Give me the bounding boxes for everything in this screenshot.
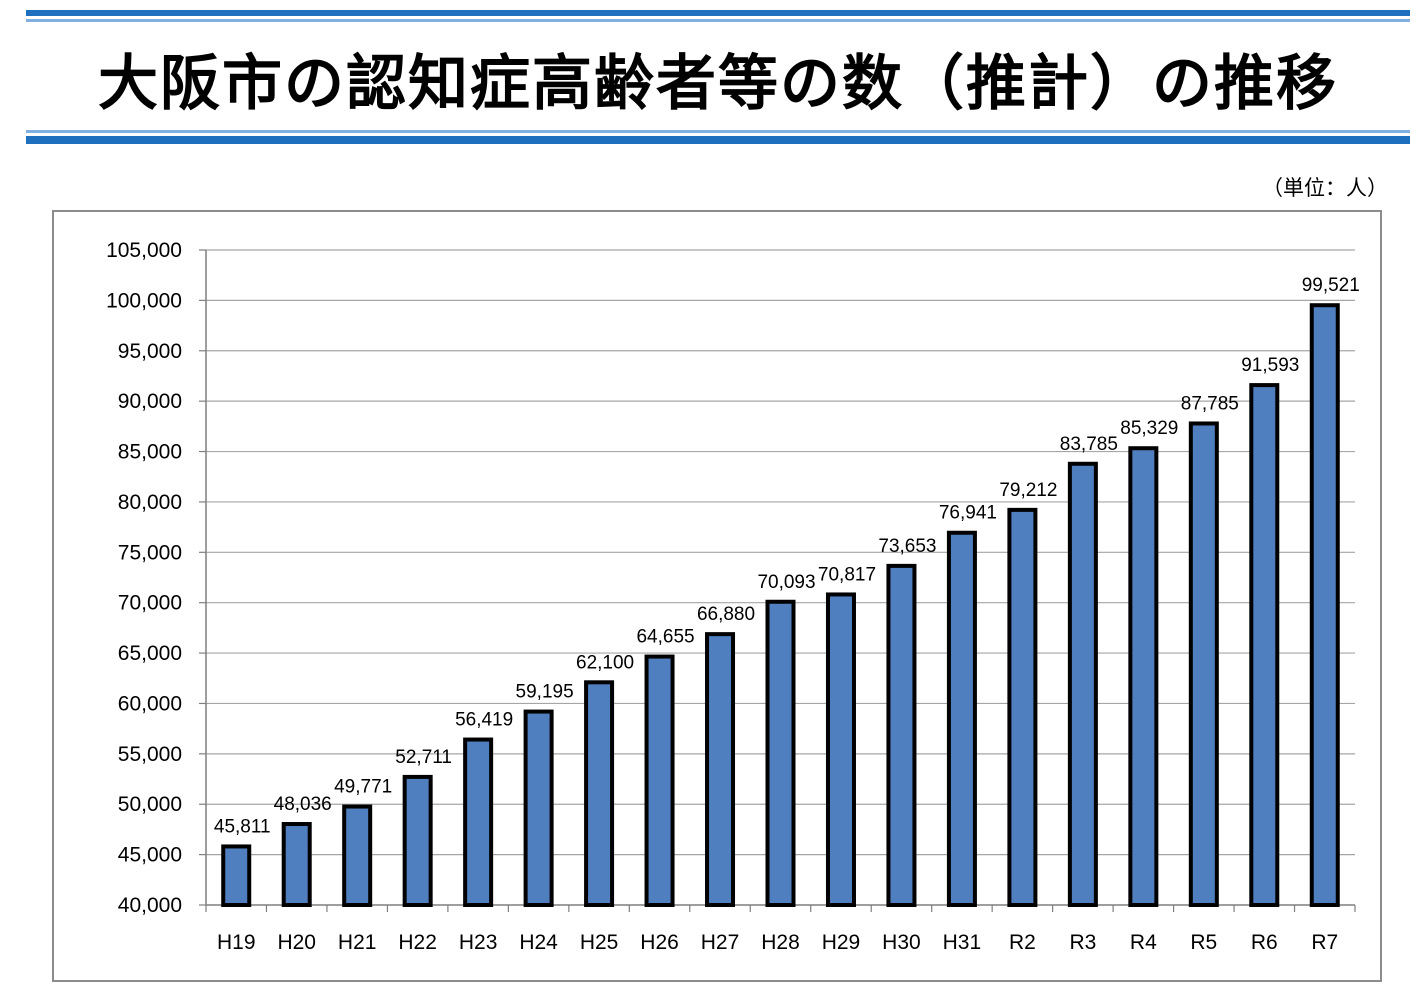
bar-R7: [1309, 303, 1340, 907]
data-label-H24: 59,195: [516, 682, 574, 703]
x-tick-label-H20: H20: [277, 931, 316, 954]
x-tick-label-H25: H25: [580, 931, 619, 954]
y-tick-label: 60,000: [118, 692, 182, 715]
y-tick-label: 55,000: [118, 743, 182, 766]
x-tick-label-R5: R5: [1190, 931, 1217, 954]
x-tick-label-H19: H19: [217, 931, 256, 954]
bar-H31: [946, 530, 977, 908]
x-tick-label-R4: R4: [1130, 931, 1157, 954]
data-label-H30: 73,653: [878, 536, 936, 557]
y-tick-label: 75,000: [118, 541, 182, 564]
x-tick-label-H28: H28: [761, 931, 800, 954]
data-label-H22: 52,711: [395, 747, 452, 768]
title-rule-bottom-thin: [26, 130, 1410, 133]
data-label-H20: 48,036: [274, 794, 332, 815]
title-rule-top-thin: [26, 19, 1410, 22]
bar-H30: [886, 563, 917, 907]
title-banner: 大阪市の認知症高齢者等の数（推計）の推移: [0, 0, 1426, 160]
x-tick-label-R2: R2: [1009, 931, 1036, 954]
data-label-R3: 83,785: [1060, 434, 1118, 455]
data-label-H19: 45,811: [214, 816, 271, 837]
y-tick-label: 80,000: [118, 491, 182, 514]
bar-H25: [584, 680, 615, 907]
data-label-R2: 79,212: [999, 480, 1057, 501]
page-title: 大阪市の認知症高齢者等の数（推計）の推移: [98, 49, 1338, 119]
bar-H20: [281, 822, 312, 908]
y-tick-label: 95,000: [118, 340, 182, 363]
y-tick-label: 70,000: [118, 592, 182, 615]
x-tick-label-H21: H21: [338, 931, 377, 954]
x-tick-label-H27: H27: [701, 931, 740, 954]
y-tick-label: 45,000: [118, 844, 182, 867]
bar-H24: [523, 709, 554, 908]
y-tick-label: 85,000: [118, 441, 182, 464]
x-tick-label-H23: H23: [459, 931, 498, 954]
x-tick-label-H30: H30: [882, 931, 921, 954]
bar-R2: [1007, 507, 1038, 907]
y-tick-label: 40,000: [118, 894, 182, 917]
x-tick-label-R3: R3: [1069, 931, 1096, 954]
data-label-R7: 99,521: [1302, 275, 1360, 296]
x-tick-label-H22: H22: [398, 931, 437, 954]
bar-H23: [463, 737, 494, 907]
title-rule-top: [26, 10, 1410, 16]
y-tick-label: 90,000: [118, 390, 182, 413]
bar-H26: [644, 654, 675, 907]
x-tick-label-H29: H29: [822, 931, 861, 954]
y-tick-label: 50,000: [118, 793, 182, 816]
data-label-H25: 62,100: [576, 652, 634, 673]
data-label-H31: 76,941: [939, 503, 997, 524]
data-label-H21: 49,771: [334, 777, 392, 798]
data-label-H23: 56,419: [455, 710, 513, 731]
bar-R4: [1128, 446, 1159, 907]
y-tick-label: 100,000: [106, 289, 182, 312]
x-tick-label-R6: R6: [1251, 931, 1278, 954]
x-tick-label-R7: R7: [1311, 931, 1338, 954]
y-tick-label: 105,000: [106, 239, 182, 262]
data-label-H29: 70,817: [818, 564, 876, 585]
data-label-R4: 85,329: [1120, 418, 1178, 439]
bar-R6: [1249, 383, 1280, 907]
bar-H27: [705, 632, 736, 908]
x-tick-label-H24: H24: [519, 931, 558, 954]
bar-H19: [221, 844, 252, 907]
data-label-H26: 64,655: [636, 627, 694, 648]
x-tick-label-H26: H26: [640, 931, 679, 954]
bar-R3: [1067, 461, 1098, 907]
bar-H22: [402, 774, 433, 907]
bar-H29: [825, 592, 856, 907]
bar-H28: [765, 599, 796, 907]
unit-note: （単位：人）: [1262, 176, 1388, 200]
bar-H21: [342, 804, 373, 908]
bar-R5: [1188, 421, 1219, 907]
data-label-H27: 66,880: [697, 604, 755, 625]
data-label-R6: 91,593: [1241, 355, 1299, 376]
title-rule-bottom: [26, 136, 1410, 144]
x-tick-label-H31: H31: [943, 931, 982, 954]
y-tick-label: 65,000: [118, 642, 182, 665]
data-label-H28: 70,093: [757, 572, 815, 593]
data-label-R5: 87,785: [1181, 393, 1239, 414]
